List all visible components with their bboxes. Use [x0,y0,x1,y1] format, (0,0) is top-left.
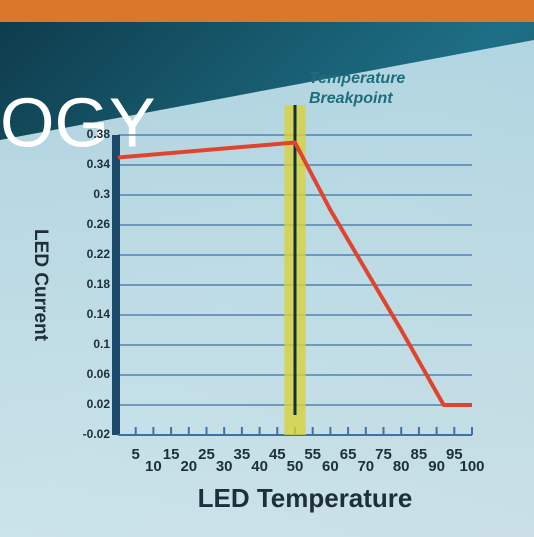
y-tick-label: 0.1 [93,337,110,351]
x-tick-label: 20 [180,458,197,475]
x-tick-label: 40 [251,458,268,475]
x-tick-label: 90 [428,458,445,475]
y-tick-label: 0.18 [87,277,111,291]
x-tick-label: 75 [375,446,392,463]
x-tick-label: 55 [304,446,321,463]
x-tick-label: 30 [216,458,233,475]
annotation: Temperature [309,70,405,87]
x-tick-label: 80 [393,458,410,475]
y-axis-label: LED Current [30,229,51,342]
x-tick-label: 60 [322,458,339,475]
y-axis-bar [112,135,120,435]
x-tick-label: 5 [132,446,140,463]
annotation: Breakpoint [309,90,393,107]
y-tick-label: 0.22 [87,247,111,261]
x-tick-label: 10 [145,458,162,475]
chart: OGY -0.02 0.02 0.06 0.1 0.14 0.18 0.22 0.26 0.3 0… [0,0,534,537]
x-tick-label: 100 [459,458,484,475]
x-tick-label: 85 [411,446,428,463]
x-tick-label: 50 [287,458,304,475]
x-tick-label: 45 [269,446,286,463]
y-tick-label: 0.06 [87,367,111,381]
top-strip [0,0,534,22]
x-axis-label: LED Temperature [198,483,413,513]
y-tick-label: 0.02 [87,397,111,411]
x-tick-label: 25 [198,446,215,463]
y-tick-label: 0.38 [87,127,111,141]
x-tick-label: 35 [234,446,251,463]
x-tick-label: 15 [163,446,180,463]
y-tick-label: 0.3 [93,187,110,201]
page: OGY -0.02 0.02 0.06 0.1 0.14 0.18 0.22 0.26 0.3 0… [0,0,534,537]
y-tick-label: 0.34 [87,157,111,171]
y-tick-label: 0.26 [87,217,111,231]
y-tick-label: -0.02 [83,427,111,441]
x-tick-label: 70 [357,458,374,475]
y-tick-label: 0.14 [87,307,111,321]
banner-text: OGY [0,83,156,161]
x-tick-label: 65 [340,446,357,463]
